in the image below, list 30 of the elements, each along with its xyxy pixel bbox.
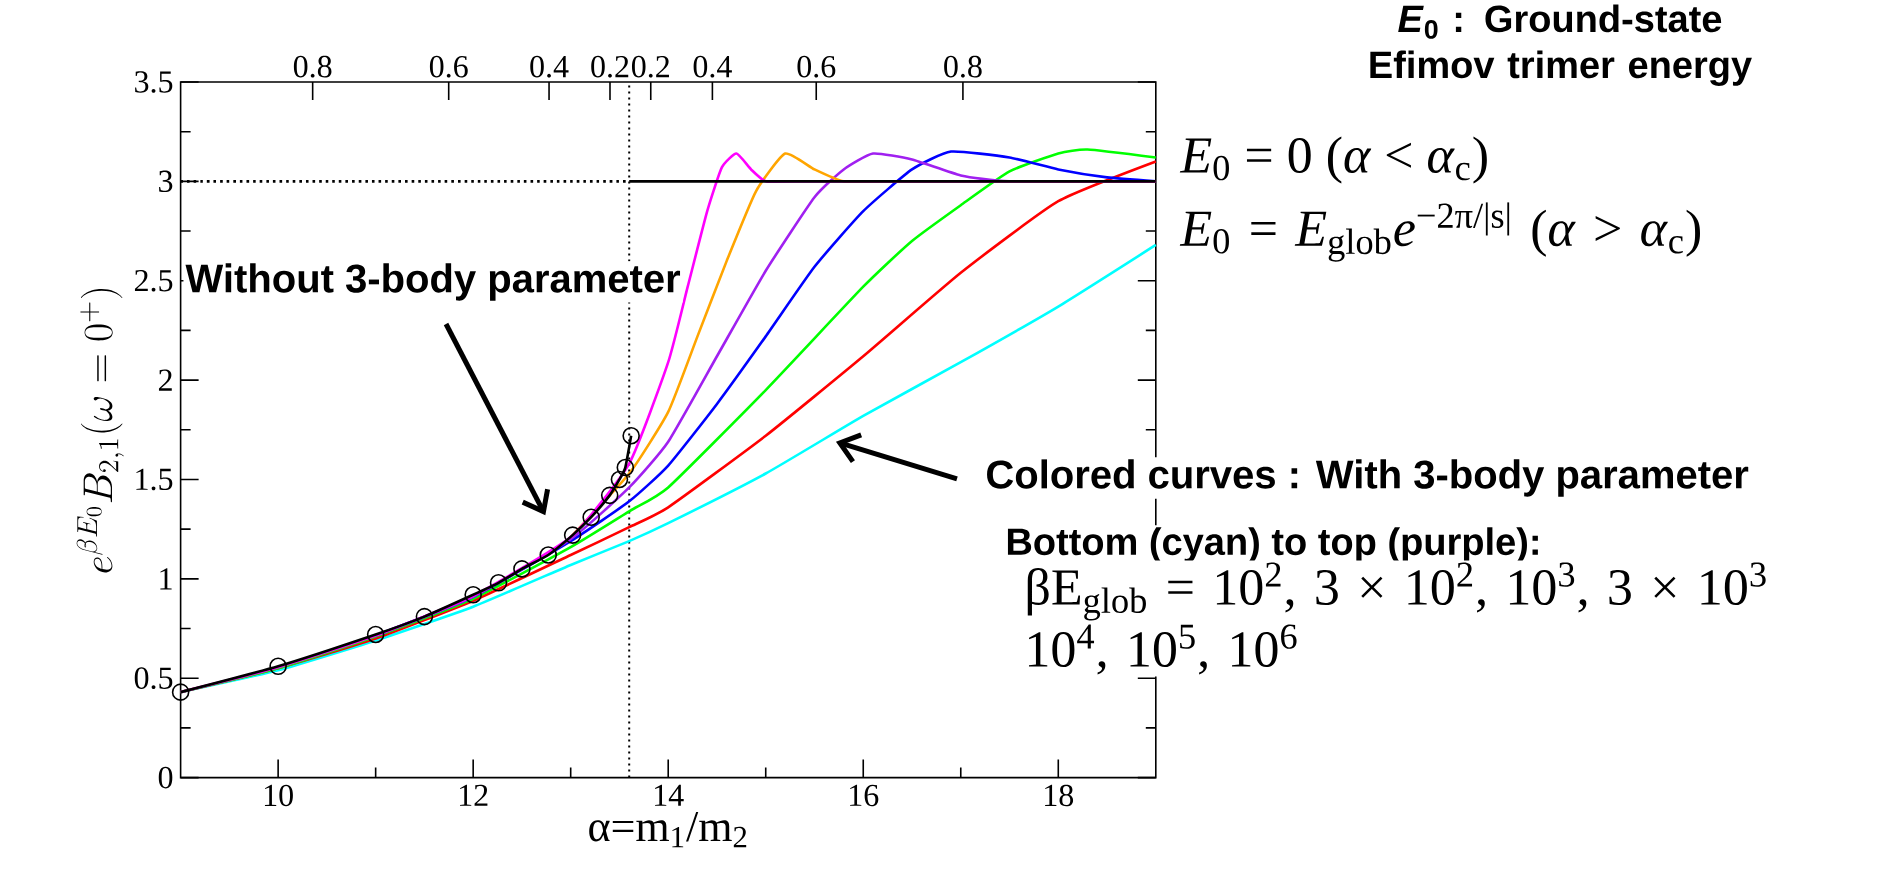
x-axis-title: α=m$_{1}$/m$_{2}$ (589, 811, 747, 848)
y-tick-label: 1.5 (136, 468, 173, 491)
x-tick-label: 10 (264, 784, 293, 807)
text: βE$_{glob}$ = 10$^{2}$, 3 × 10$^{2}$, 10$^{3}$, 3 × 10$^{3}$ 10$^{4}$, 10$^{5}$, 10$^{6}$ (1027, 562, 1766, 675)
text: 0.6 (429, 55, 468, 78)
y-tick-label: 0 (158, 766, 173, 789)
text: 0.2 (591, 55, 629, 78)
x-tick-label: 14 (655, 784, 684, 806)
text: 0.6 (797, 55, 836, 78)
x-tick-label: 16 (850, 784, 879, 807)
annotation: Bottom (cyan) to top (purple): (1007, 527, 1538, 563)
y-tick-label: 0.5 (134, 667, 173, 690)
annotation: Without 3-body parameter (185, 263, 681, 301)
text: 0.4 (530, 55, 569, 78)
text: E$_{0}$ = 0 (α < α$_{c}$) (1179, 136, 1487, 184)
text: 0.8 (944, 55, 982, 78)
y-tick-label: 3.5 (135, 71, 173, 93)
x-tick-label: 18 (1045, 784, 1074, 807)
y-tick-label: 1 (160, 568, 172, 590)
text: 0.2 (631, 55, 669, 78)
x-tick-label: 12 (459, 784, 488, 806)
text: E$_{0}$ : Ground-state Efimov trimer energy (1370, 4, 1752, 86)
y-tick-label: 3 (159, 170, 173, 193)
y-tick-label: 2 (158, 369, 172, 391)
y-tick-label: 2.5 (134, 269, 173, 292)
text: E$_{0}$ = E$_{glob}$e$^{−2π/|s|}$ (α > α$_{c}$) (1179, 202, 1700, 262)
annotation: Colored curves : With 3-body parameter (987, 459, 1749, 497)
y-axis-title: $e^{\beta E_0} B_{2,1}(\omega = 0^+)$ (76, 289, 124, 573)
text: 0.4 (693, 55, 732, 78)
text: 0.8 (293, 55, 332, 78)
